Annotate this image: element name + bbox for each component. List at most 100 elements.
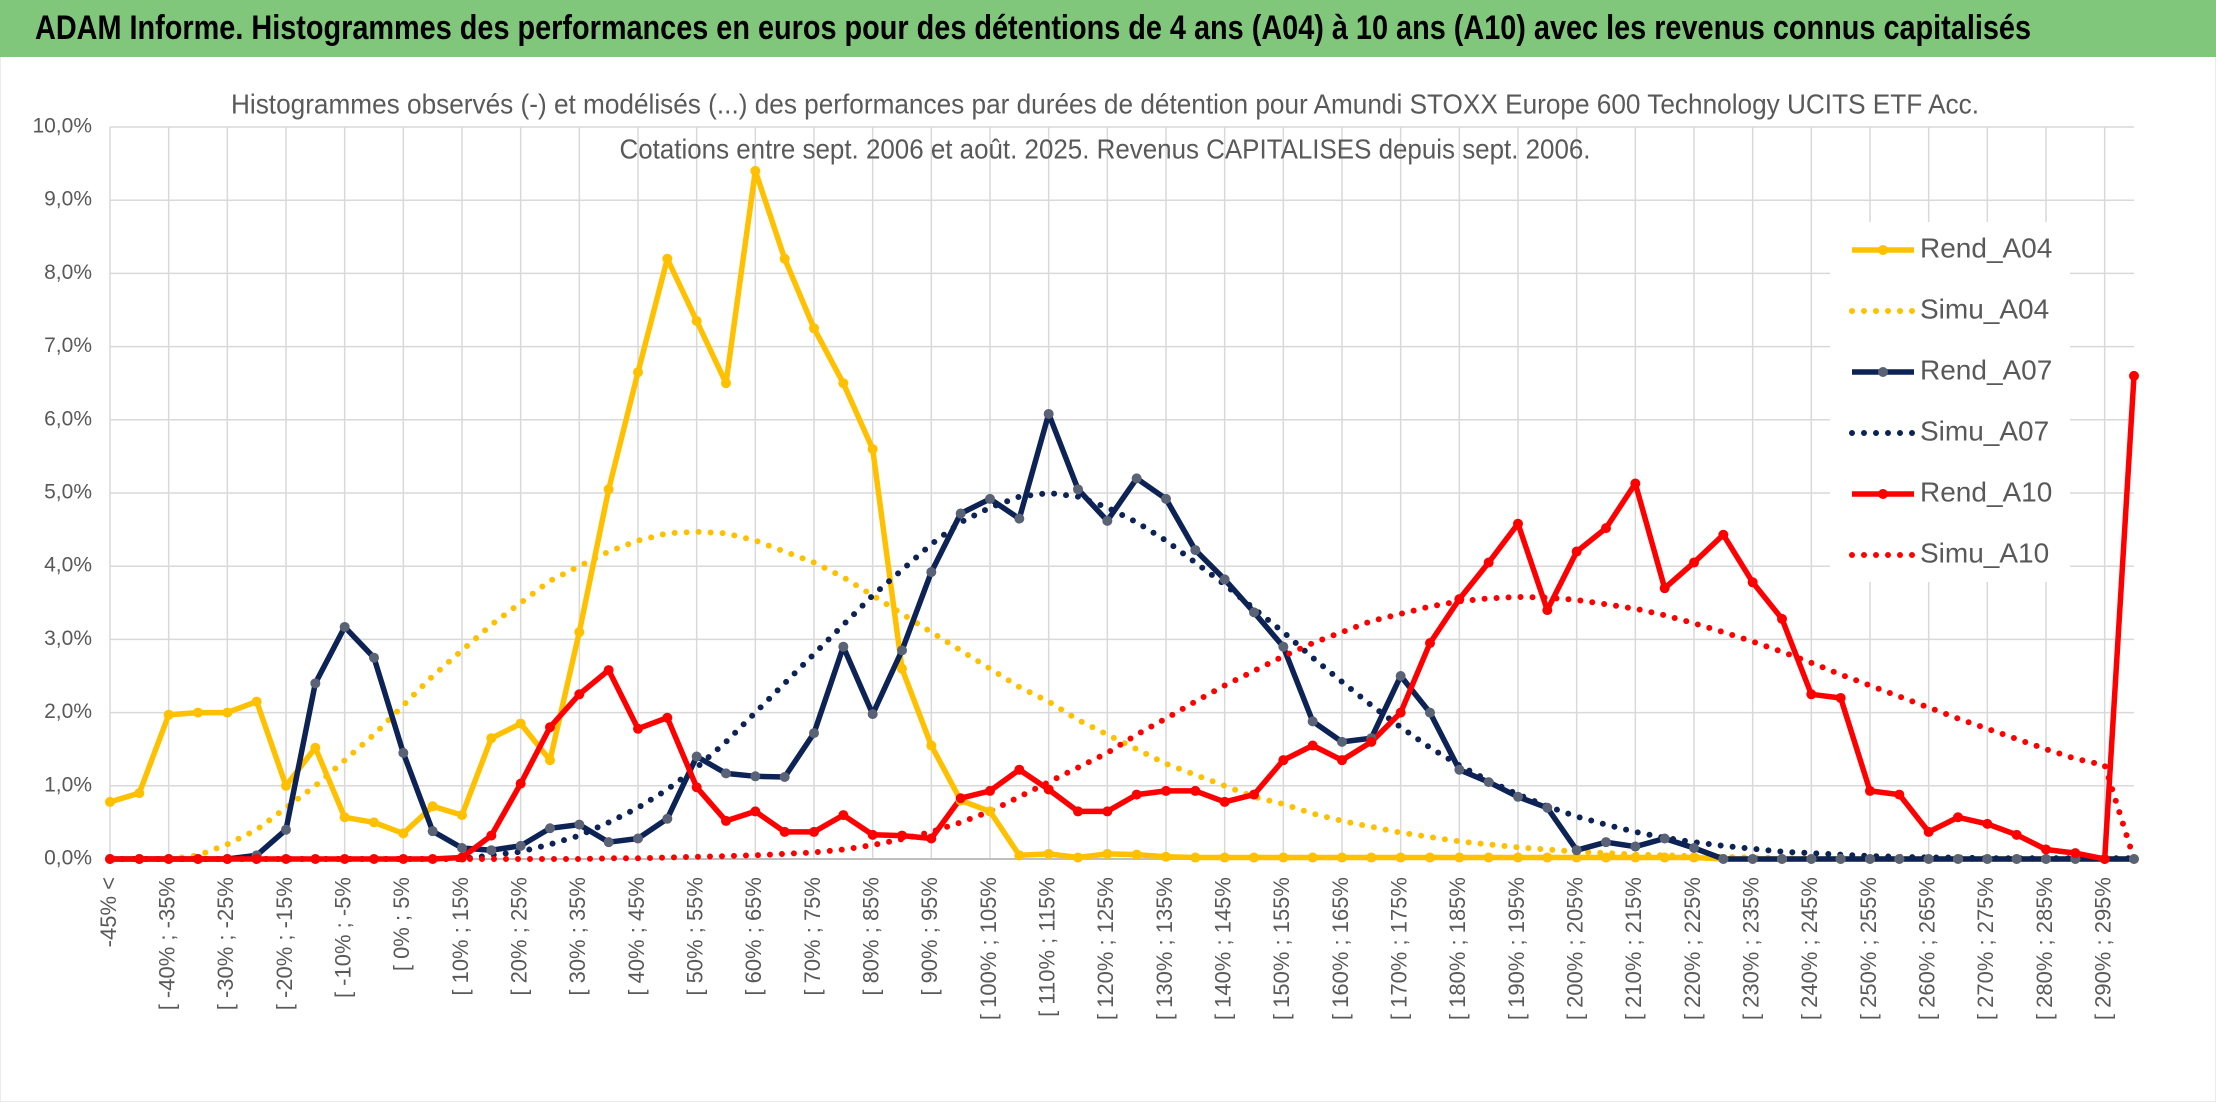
data-point — [1366, 736, 1377, 747]
data-point — [867, 829, 878, 840]
data-point — [779, 826, 790, 837]
data-point — [926, 833, 937, 844]
x-tick-label: [ 50% ; 55% — [682, 877, 707, 996]
y-tick-label: 6,0% — [44, 407, 92, 430]
x-tick-label: -45% < — [96, 877, 121, 947]
legend-box — [1830, 222, 2070, 582]
data-point — [2070, 848, 2081, 859]
data-point — [339, 812, 350, 823]
data-point — [1395, 671, 1406, 681]
x-tick-label: [ 150% ; 155% — [1269, 877, 1294, 1020]
data-point — [2129, 370, 2139, 381]
chart-subtitle: Cotations entre sept. 2006 et août. 2025… — [620, 133, 1591, 164]
legend-label: Rend_A04 — [1920, 232, 2052, 263]
data-point — [1014, 513, 1025, 524]
data-point — [1747, 577, 1758, 588]
data-point — [1307, 740, 1318, 751]
data-point — [1131, 473, 1142, 484]
data-point — [574, 819, 585, 830]
data-point — [427, 854, 438, 864]
x-tick-label: [ 140% ; 145% — [1210, 877, 1235, 1020]
data-point — [1601, 837, 1611, 848]
data-point — [1542, 605, 1553, 616]
x-tick-label: [ 40% ; 45% — [624, 877, 649, 996]
chart-title: Histogrammes observés (-) et modélisés (… — [231, 88, 1979, 119]
y-tick-label: 9,0% — [44, 188, 92, 211]
x-tick-label: [ 110% ; 115% — [1034, 877, 1059, 1017]
data-point — [251, 854, 262, 864]
data-point — [1395, 707, 1406, 718]
data-point — [1278, 641, 1289, 652]
data-point — [1425, 707, 1435, 718]
x-tick-label: [ 80% ; 85% — [858, 877, 883, 996]
data-point — [163, 854, 174, 864]
data-point — [2011, 829, 2022, 840]
data-point — [2011, 854, 2022, 864]
data-point — [691, 782, 702, 793]
data-point — [1454, 594, 1465, 605]
data-point — [1219, 574, 1230, 585]
data-point — [2041, 844, 2051, 855]
data-point — [1689, 557, 1699, 568]
data-point — [1131, 789, 1142, 800]
data-point — [1337, 852, 1347, 863]
data-point — [1073, 852, 1083, 863]
data-point — [105, 796, 115, 807]
x-tick-label: [ 130% ; 135% — [1152, 877, 1177, 1020]
data-point — [1601, 852, 1611, 863]
data-point — [1395, 852, 1406, 863]
data-point — [2099, 854, 2110, 864]
x-tick-label: [ -40% ; -35% — [154, 877, 179, 1010]
data-point — [1454, 852, 1465, 863]
data-point — [2129, 854, 2139, 864]
data-point — [310, 742, 321, 753]
data-point — [457, 843, 467, 854]
data-point — [1777, 613, 1787, 624]
data-point — [1894, 789, 1905, 800]
x-tick-label: [ 180% ; 185% — [1445, 877, 1470, 1020]
data-point — [1307, 716, 1318, 727]
data-point — [1630, 841, 1641, 852]
legend-label: Simu_A07 — [1920, 415, 2049, 446]
data-point — [867, 709, 878, 720]
data-point — [1923, 854, 1934, 864]
data-point — [222, 707, 233, 718]
data-point — [1102, 806, 1113, 817]
data-point — [1014, 850, 1025, 861]
x-tick-label: [ 220% ; 225% — [1680, 877, 1705, 1020]
data-point — [1102, 515, 1113, 526]
x-tick-label: [ 160% ; 165% — [1328, 877, 1353, 1020]
data-point — [515, 718, 526, 729]
data-point — [1425, 852, 1435, 863]
data-point — [1777, 854, 1787, 864]
legend-label: Simu_A10 — [1920, 537, 2049, 568]
x-tick-label: [ 250% ; 255% — [1856, 877, 1881, 1020]
data-point — [1513, 518, 1523, 529]
x-tick-label: [ -30% ; -25% — [213, 877, 238, 1010]
legend-marker — [1878, 489, 1888, 499]
data-point — [369, 854, 379, 864]
data-point — [897, 645, 907, 656]
data-point — [1219, 852, 1230, 863]
data-point — [1337, 755, 1347, 766]
data-point — [1249, 607, 1259, 618]
data-point — [750, 165, 761, 176]
data-point — [1982, 818, 1993, 829]
data-point — [750, 806, 761, 817]
data-point — [1718, 529, 1729, 540]
y-tick-label: 7,0% — [44, 334, 92, 357]
series-line — [107, 528, 2137, 862]
data-point — [105, 854, 115, 864]
data-point — [985, 493, 995, 504]
data-point — [779, 772, 790, 783]
data-point — [1483, 557, 1494, 568]
x-tick-label: [ 210% ; 215% — [1621, 877, 1646, 1020]
data-point — [955, 793, 966, 804]
y-tick-label: 10,0% — [32, 115, 92, 138]
data-point — [633, 833, 643, 844]
legend-label: Rend_A10 — [1920, 476, 2052, 507]
data-point — [1659, 833, 1670, 844]
data-point — [985, 806, 995, 817]
data-point — [1689, 852, 1699, 863]
